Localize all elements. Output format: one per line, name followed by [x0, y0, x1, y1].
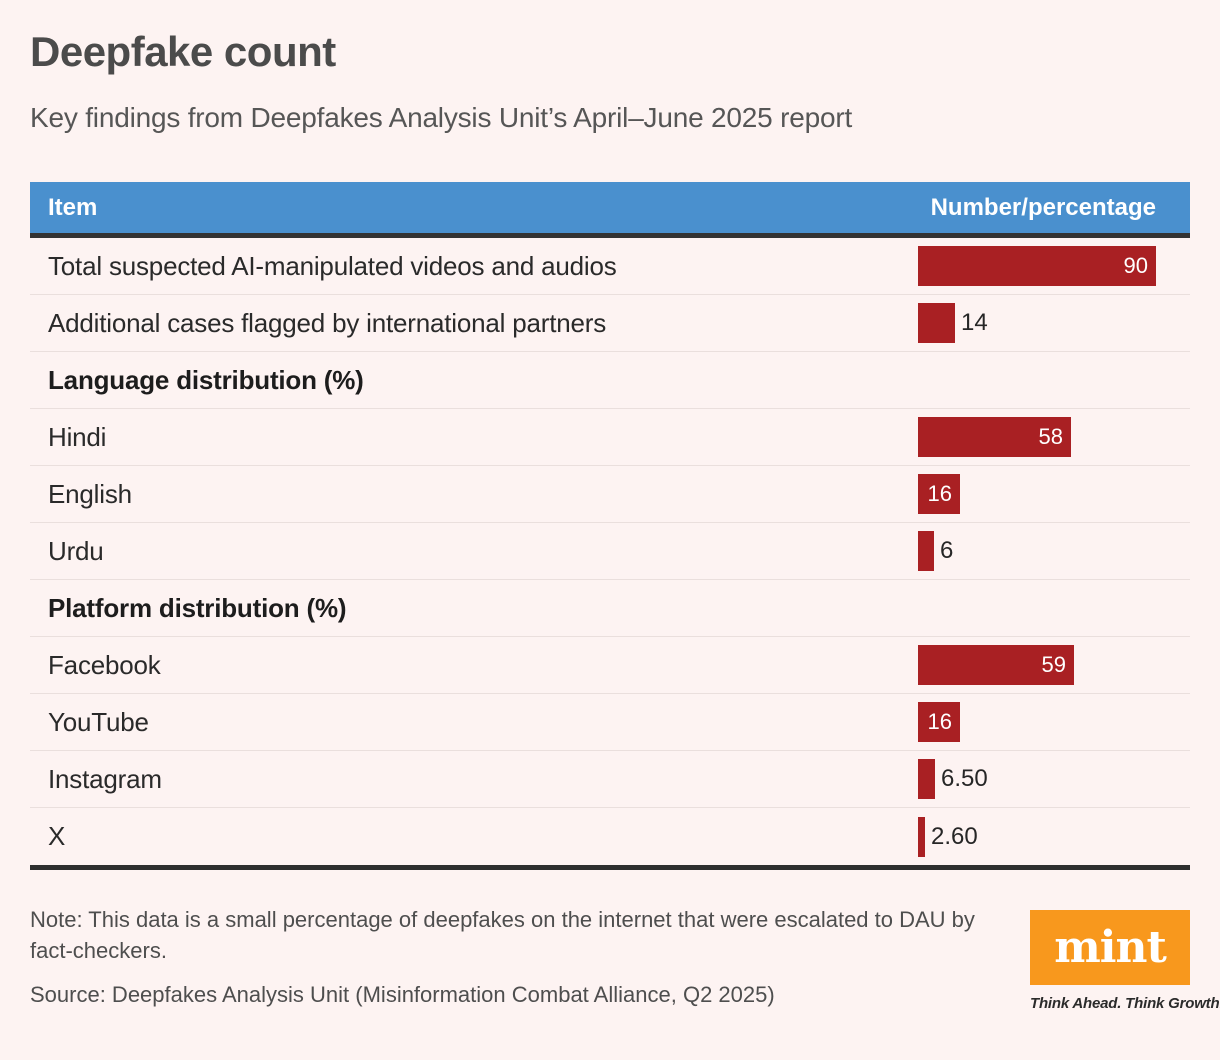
value-bar: [918, 816, 925, 857]
note-text: Note: This data is a small percentage of…: [30, 907, 975, 964]
table-row: YouTube 16: [30, 694, 1190, 751]
value-label-inside: 58: [1038, 424, 1063, 449]
row-value-cell: 14: [918, 303, 1190, 343]
row-label: Additional cases flagged by internationa…: [48, 307, 607, 338]
table-row: Total suspected AI-manipulated videos an…: [30, 238, 1190, 295]
row-value-cell: 58: [918, 417, 1190, 457]
table-row: Hindi 58: [30, 409, 1190, 466]
infographic: Deepfake count Key findings from Deepfak…: [0, 28, 1220, 1012]
row-value-cell: 6.50: [918, 759, 1190, 799]
value-label-outside: 6: [940, 537, 954, 564]
value-label-outside: 6.50: [941, 765, 988, 792]
row-label: Instagram: [48, 763, 162, 794]
value-label-inside: 16: [927, 709, 952, 734]
table-row: Additional cases flagged by internationa…: [30, 295, 1190, 352]
row-label: English: [48, 478, 132, 509]
row-label: X: [48, 821, 66, 851]
footer-text: Note: This data is a small percentage of…: [30, 904, 1015, 1008]
row-value-cell: 90: [918, 246, 1190, 286]
row-label: Language distribution (%): [48, 364, 364, 395]
value-label-outside: 14: [961, 309, 988, 336]
row-value-cell: 6: [918, 531, 1190, 571]
table-row: English 16: [30, 466, 1190, 523]
table-row: Platform distribution (%): [30, 580, 1190, 637]
page-title: Deepfake count: [30, 28, 336, 75]
footer: Note: This data is a small percentage of…: [30, 904, 1220, 1012]
mint-logo-wordmark: mint: [1054, 921, 1167, 973]
row-value-cell: 59: [918, 645, 1190, 685]
mint-logo-box: mint: [1030, 910, 1190, 985]
row-label: Facebook: [48, 649, 161, 680]
mint-logo: mint Think Ahead. Think Growth.: [1030, 910, 1220, 1012]
row-value-cell: 16: [918, 702, 1190, 742]
row-value-cell: 16: [918, 474, 1190, 514]
row-label: Total suspected AI-manipulated videos an…: [48, 250, 617, 281]
table-row: Language distribution (%): [30, 352, 1190, 409]
column-header-value: Number/percentage: [930, 193, 1156, 221]
table-header-row: Item Number/percentage: [30, 182, 1190, 238]
value-bar: [918, 531, 934, 571]
page-subtitle: Key findings from Deepfakes Analysis Uni…: [30, 102, 853, 133]
column-header-item: Item: [48, 193, 98, 221]
deepfake-table: Item Number/percentage Total suspected A…: [30, 182, 1190, 870]
row-label: Platform distribution (%): [48, 592, 347, 623]
value-bar: [918, 759, 935, 799]
row-label: Hindi: [48, 421, 107, 452]
value-label-inside: 16: [927, 481, 952, 506]
row-label: Urdu: [48, 535, 104, 566]
table-row: Urdu 6: [30, 523, 1190, 580]
table-row: X 2.60: [30, 808, 1190, 865]
table-row: Instagram 6.50: [30, 751, 1190, 808]
value-bar: [918, 303, 955, 343]
row-label: YouTube: [48, 706, 149, 737]
source-text: Source: Deepfakes Analysis Unit (Misinfo…: [30, 982, 775, 1008]
mint-logo-tagline: Think Ahead. Think Growth.: [1030, 995, 1220, 1012]
row-value-cell: 2.60: [918, 816, 1190, 857]
value-bar: 58: [918, 417, 1071, 457]
table-rows: Total suspected AI-manipulated videos an…: [30, 238, 1190, 865]
value-label-inside: 90: [1123, 253, 1148, 278]
value-bar: 16: [918, 702, 960, 742]
value-bar: 16: [918, 474, 960, 514]
value-label-outside: 2.60: [931, 822, 978, 850]
table-row: Facebook 59: [30, 637, 1190, 694]
value-label-inside: 59: [1041, 652, 1066, 677]
value-bar: 90: [918, 246, 1156, 286]
value-bar: 59: [918, 645, 1074, 685]
